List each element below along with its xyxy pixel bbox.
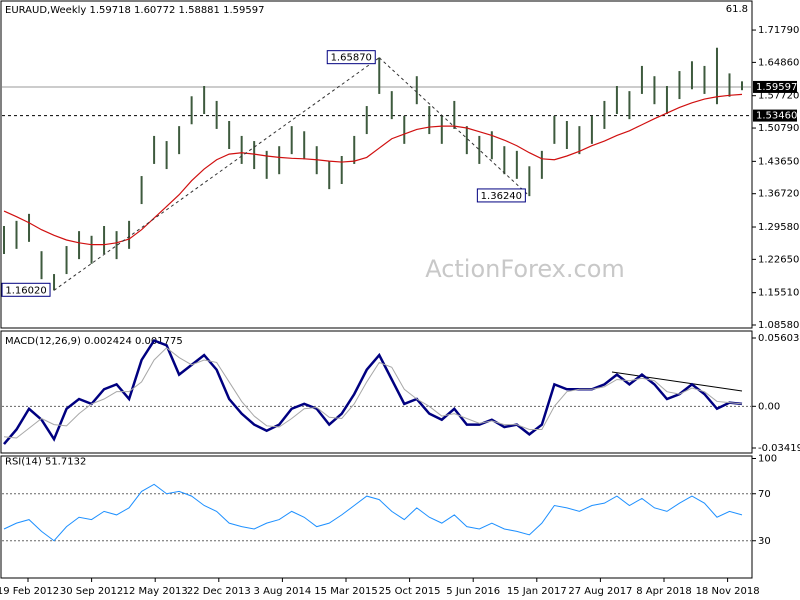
moving-average (3, 93, 743, 246)
x-tick-label: 8 Apr 2018 (636, 586, 691, 597)
y-tick-label: 1.22650 (758, 254, 799, 265)
y-tick-label: 1.29580 (758, 222, 799, 233)
level-label-box (753, 109, 797, 122)
y-tick-label: 0.056039 (758, 333, 800, 344)
corner-label: 61.8 (726, 4, 748, 15)
y-tick-label: 1.36720 (758, 189, 799, 200)
indicator-line (3, 483, 743, 542)
level-label: 1.53460 (756, 111, 797, 122)
y-tick-label: 1.71790 (758, 25, 799, 36)
x-tick-label: 18 Nov 2018 (696, 586, 760, 597)
price-panel (0, 0, 753, 329)
y-tick-label: 70 (758, 489, 771, 500)
x-tick-label: 25 Oct 2015 (379, 586, 441, 597)
level-label: 1.59597 (756, 82, 797, 93)
annotation-box (1, 282, 51, 297)
fib-line (53, 57, 380, 291)
y-tick-label: 100 (758, 454, 777, 465)
indicator-line (3, 338, 743, 445)
y-tick-label: 1.50790 (758, 123, 799, 134)
fib-line (378, 57, 530, 197)
x-tick-label: 12 May 2013 (123, 586, 188, 597)
x-tick-label: 15 Jan 2017 (507, 586, 567, 597)
y-tick-label: 1.64860 (758, 57, 799, 68)
annotation-label: 1.65870 (331, 53, 372, 64)
y-tick-label: 1.08580 (758, 320, 799, 331)
panel-title: EURAUD,Weekly 1.59718 1.60772 1.58881 1.… (5, 5, 264, 16)
y-tick-label: 0.00 (758, 401, 780, 412)
rsi-panel (0, 455, 753, 579)
x-tick-label: 3 Aug 2014 (254, 586, 312, 597)
annotation-label: 1.16020 (5, 285, 46, 296)
annotation-label: 1.36240 (481, 191, 522, 202)
x-tick-label: 5 Jun 2016 (446, 586, 500, 597)
indicator-line (3, 347, 743, 439)
y-tick-label: 1.43650 (758, 156, 799, 167)
panel-title: RSI(14) 51.7132 (5, 457, 86, 468)
x-tick-label: 19 Feb 2012 (0, 586, 59, 597)
y-tick-label: 30 (758, 536, 771, 547)
x-tick-label: 27 Aug 2017 (568, 586, 632, 597)
y-tick-label: -0.034194 (758, 443, 800, 454)
x-tick-label: 30 Sep 2012 (60, 586, 123, 597)
panel-title: MACD(12,26,9) 0.002424 0.001775 (5, 336, 183, 347)
x-tick-label: 22 Dec 2013 (187, 586, 251, 597)
level-label-box (753, 80, 797, 93)
x-tick-label: 15 Mar 2015 (314, 586, 377, 597)
macd-panel (0, 330, 753, 454)
trend-line (611, 371, 743, 392)
watermark: ActionForex.com (425, 255, 625, 283)
y-tick-label: 1.57720 (758, 91, 799, 102)
annotation-box (476, 188, 526, 203)
annotation-box (326, 50, 376, 65)
y-tick-label: 1.15510 (758, 288, 799, 299)
